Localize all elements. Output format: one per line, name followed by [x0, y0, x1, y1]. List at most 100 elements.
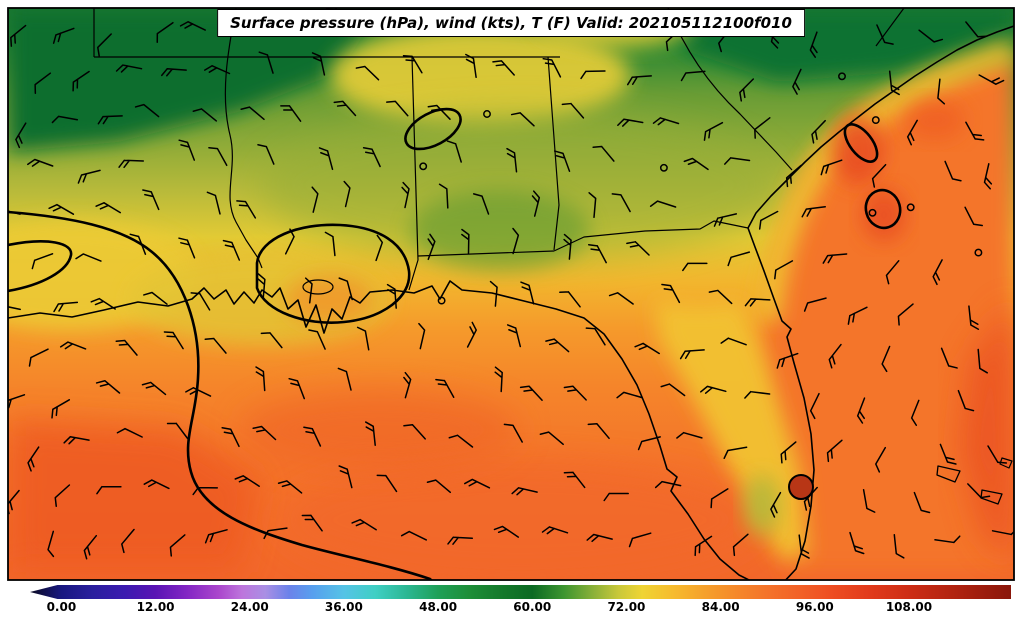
wind-barb: [426, 479, 452, 494]
pressure-contours: [8, 107, 902, 580]
wind-barb: [616, 391, 643, 399]
wind-barb: [257, 143, 275, 165]
wind-barb: [885, 260, 900, 285]
wind-barb: [679, 349, 705, 360]
wind-barb: [95, 380, 121, 394]
wind-barb: [940, 347, 958, 369]
wind-barb: [53, 301, 79, 313]
wind-barb: [965, 21, 988, 38]
wind-barb: [318, 147, 334, 171]
wind-barb: [376, 474, 398, 493]
wind-barb: [506, 147, 518, 173]
lake-okeechobee: [788, 474, 814, 500]
wind-barb: [52, 27, 75, 44]
wind-barb: [724, 157, 751, 165]
wind-barb: [96, 485, 122, 495]
wind-barb: [849, 531, 865, 555]
wind-barb: [134, 103, 160, 118]
wind-barb: [338, 465, 353, 489]
wind-barb: [785, 164, 802, 188]
wind-barb: [875, 446, 887, 473]
wind-barb: [115, 339, 138, 356]
wind-barb: [206, 191, 221, 215]
wind-barb: [47, 530, 55, 558]
wind-barb: [258, 51, 274, 74]
wind-barb: [142, 189, 160, 211]
wind-barb: [97, 115, 123, 125]
wind-barb: [758, 210, 779, 230]
wind-barb: [626, 241, 650, 256]
wind-barb: [472, 193, 490, 215]
wind-barb: [542, 57, 562, 78]
colorbar-tick-label: 84.00: [701, 600, 740, 614]
wind-barb: [208, 146, 228, 167]
wind-barb: [661, 283, 681, 304]
wind-barb: [31, 253, 54, 270]
wind-barb: [683, 157, 709, 171]
wind-barb: [847, 306, 868, 325]
wind-barb: [676, 431, 703, 439]
wind-barb: [166, 422, 189, 440]
wind-barb: [303, 426, 322, 447]
wind-barb: [190, 292, 211, 311]
wind-barb: [161, 68, 187, 77]
wind-barb: [983, 163, 993, 190]
wind-barb: [34, 72, 52, 94]
wind-barb: [820, 159, 843, 176]
wind-barb: [897, 303, 914, 326]
wind-barb: [563, 233, 572, 260]
wind-barb: [512, 227, 520, 255]
wind-barb: [27, 446, 40, 472]
wind-barb: [828, 343, 842, 369]
wind-barb: [277, 480, 303, 494]
wind-barb: [776, 352, 799, 369]
wind-barb: [739, 78, 755, 102]
wind-barb: [257, 273, 266, 300]
colorbar-tick-label: 36.00: [324, 600, 363, 614]
wind-barb: [531, 190, 541, 217]
wind-barb: [510, 112, 535, 127]
wind-barb: [559, 291, 581, 308]
wind-barb: [871, 163, 887, 188]
wind-barb: [798, 534, 810, 559]
wind-barb: [654, 480, 682, 489]
wind-barb: [8, 304, 21, 313]
wind-barb: [333, 100, 357, 117]
wind-barb: [192, 486, 219, 496]
wind-barb: [95, 202, 122, 214]
wind-barb: [427, 104, 451, 120]
wind-barb: [77, 169, 101, 184]
wind-barb: [708, 289, 733, 305]
wind-barb: [937, 78, 946, 105]
wind-barb: [968, 305, 980, 330]
colorbar-gradient: [30, 585, 1011, 599]
wind-barb: [129, 233, 147, 255]
wind-barb: [991, 527, 1014, 536]
wind-barb: [446, 140, 462, 163]
wind-barb: [586, 533, 613, 543]
wind-barb: [978, 74, 1005, 85]
wind-barb: [792, 68, 802, 95]
wind-barb: [592, 145, 615, 162]
wind-barb: [263, 527, 288, 540]
wind-barb: [179, 21, 206, 31]
wind-barb: [240, 106, 265, 121]
wind-barb: [774, 260, 794, 280]
wind-barb: [427, 233, 436, 261]
wind-barb: [944, 160, 962, 182]
wind-barb: [580, 70, 606, 80]
wind-barb: [465, 53, 477, 79]
wind-barb: [660, 383, 686, 397]
wind-barb: [977, 348, 989, 374]
wind-barb: [222, 239, 241, 261]
wind-barb: [503, 423, 523, 443]
wind-barb: [402, 54, 423, 74]
wind-barb: [311, 52, 326, 76]
wind-barb: [403, 371, 412, 399]
colorbar-tick-label: 0.00: [46, 600, 77, 614]
wind-barb: [15, 122, 27, 149]
wind-barb: [939, 443, 957, 465]
wind-barb: [27, 158, 54, 167]
wind-barb: [906, 119, 918, 146]
wind-barb: [801, 206, 826, 218]
